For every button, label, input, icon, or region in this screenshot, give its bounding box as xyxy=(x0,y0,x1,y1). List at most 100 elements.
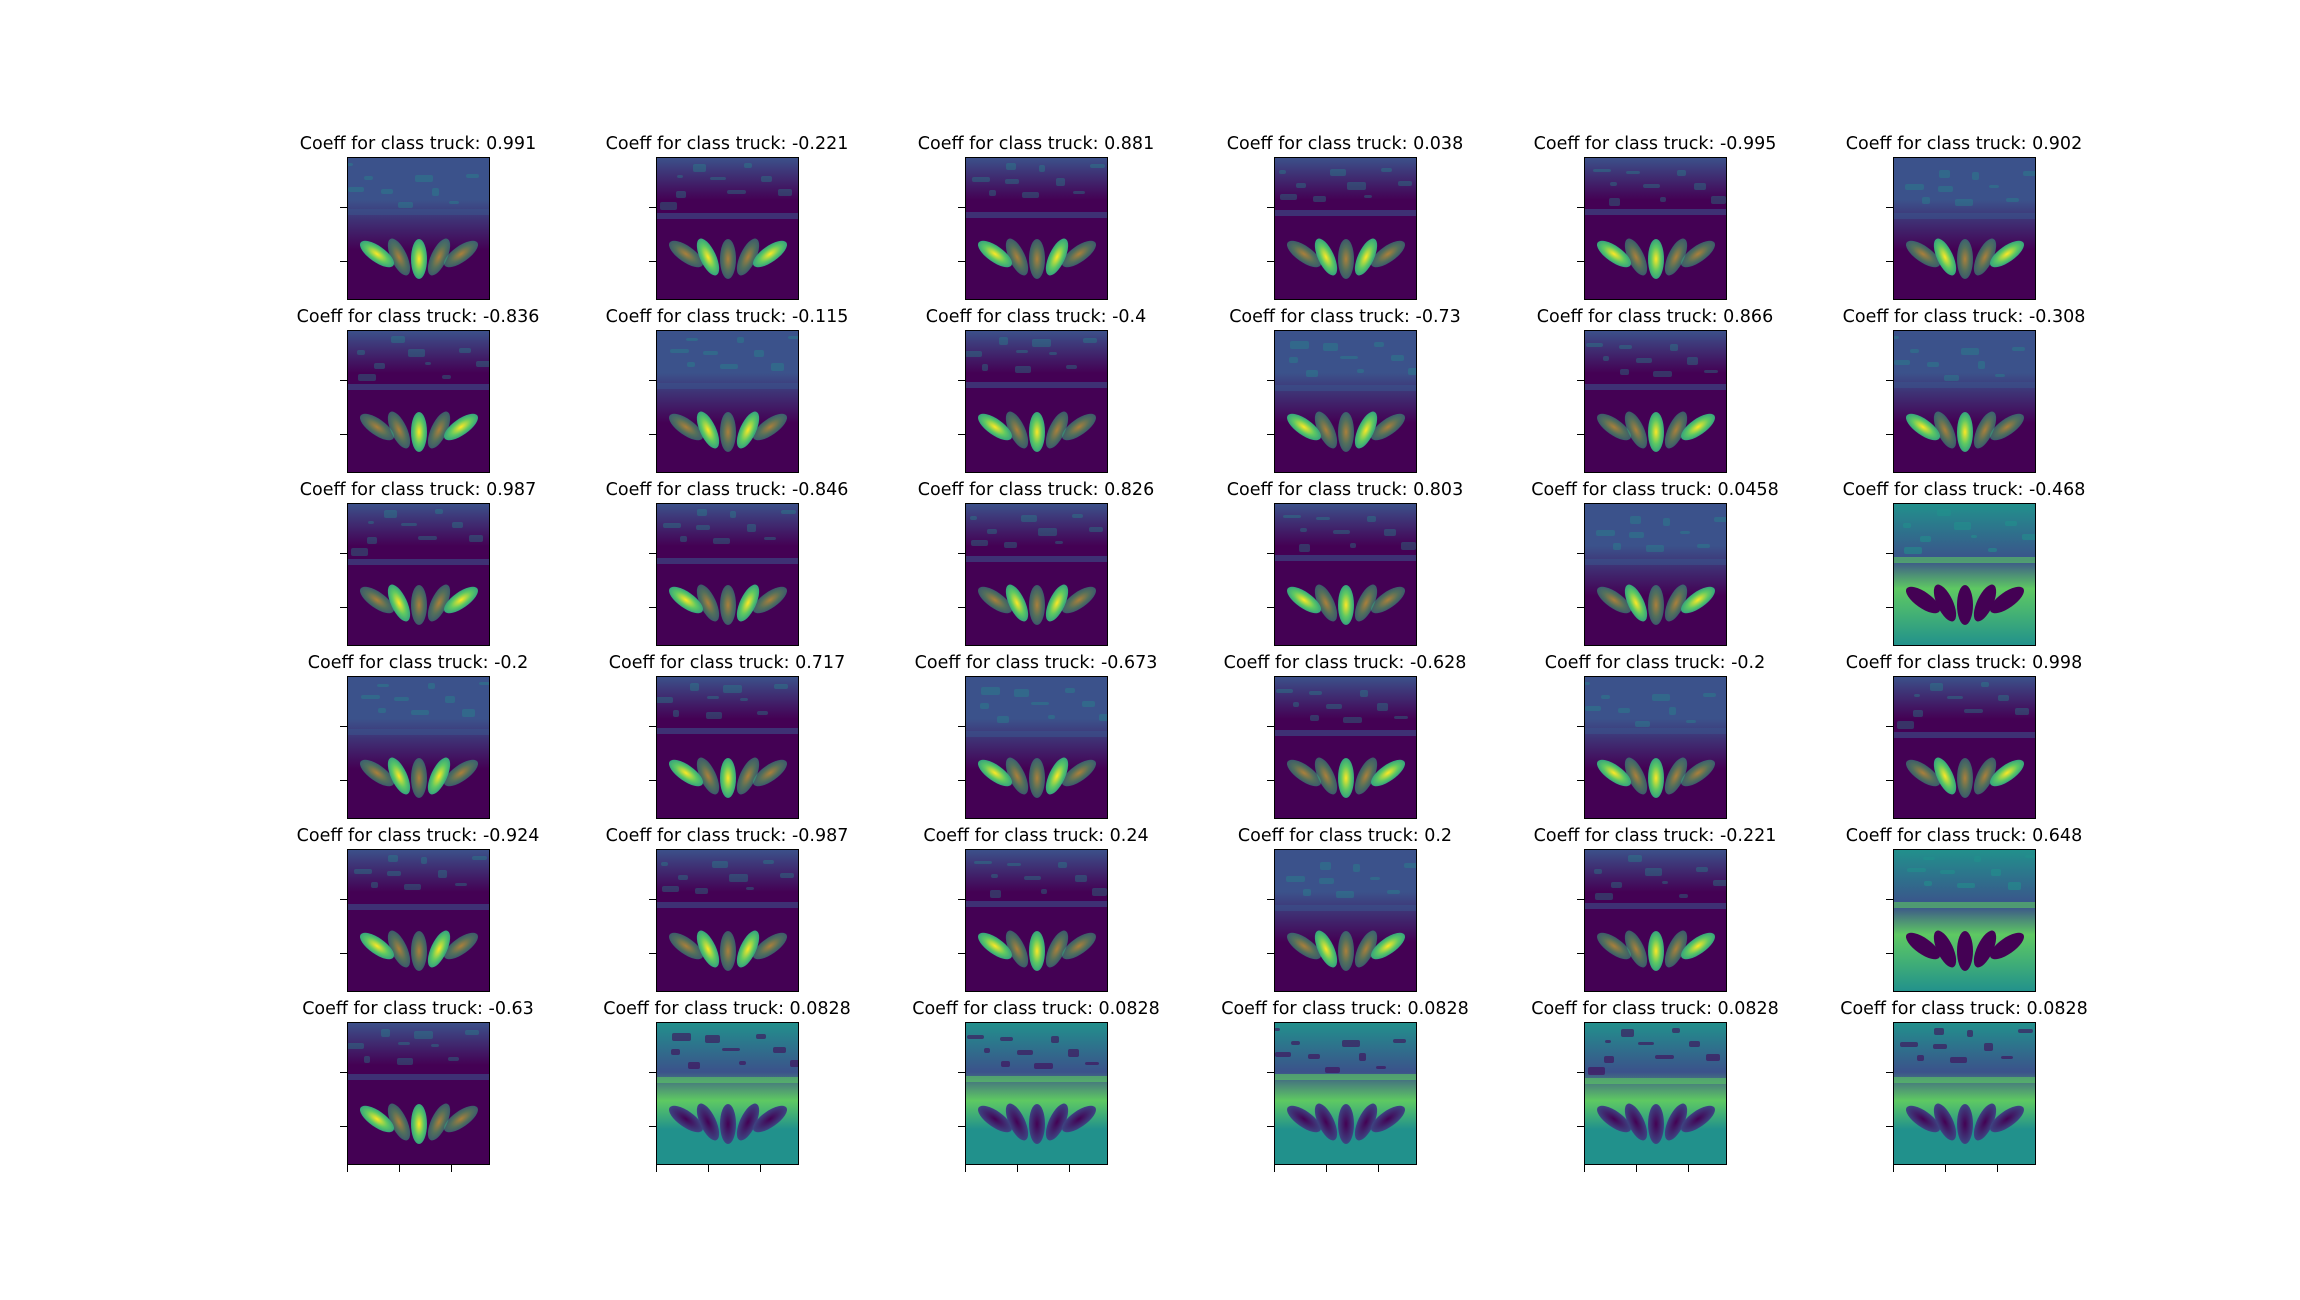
heatmap-frame xyxy=(1583,849,1727,992)
subplot-panel: Coeff for class truck: -0.468 xyxy=(1789,479,2139,654)
y-tick-mark xyxy=(648,434,656,435)
heatmap-frame xyxy=(346,503,490,646)
x-tick-mark xyxy=(1377,1165,1379,1172)
subplot-title: Coeff for class truck: -0.2 xyxy=(307,653,529,673)
y-tick-mark xyxy=(957,1126,965,1127)
y-tick-mark xyxy=(1885,1126,1893,1127)
heatmap-frame xyxy=(655,157,799,300)
y-tick-mark xyxy=(1885,953,1893,954)
y-tick-mark xyxy=(1576,899,1584,900)
heatmap-image xyxy=(1892,1022,2036,1165)
y-tick-mark xyxy=(957,261,965,262)
x-tick-mark xyxy=(1068,1165,1070,1172)
y-tick-mark xyxy=(648,1126,656,1127)
y-tick-mark xyxy=(1576,380,1584,381)
subplot-panel: Coeff for class truck: 0.038 xyxy=(1170,133,1520,308)
heatmap-frame xyxy=(964,503,1108,646)
subplot-panel: Coeff for class truck: 0.826 xyxy=(861,479,1211,654)
subplot-title: Coeff for class truck: -0.221 xyxy=(1533,826,1777,846)
x-tick-mark xyxy=(759,1165,761,1172)
subplot-panel: Coeff for class truck: 0.998 xyxy=(1789,652,2139,827)
heatmap-image xyxy=(346,330,490,473)
y-tick-mark xyxy=(648,607,656,608)
y-tick-mark xyxy=(957,207,965,208)
subplot-title: Coeff for class truck: 0.902 xyxy=(1845,134,2083,154)
subplot-panel: Coeff for class truck: 0.0458 xyxy=(1480,479,1830,654)
subplot-panel: Coeff for class truck: -0.673 xyxy=(861,652,1211,827)
heatmap-frame xyxy=(964,849,1108,992)
y-tick-mark xyxy=(1885,434,1893,435)
subplot-title: Coeff for class truck: -0.846 xyxy=(605,480,849,500)
heatmap-frame xyxy=(346,676,490,819)
subplot-title: Coeff for class truck: -0.221 xyxy=(605,134,849,154)
subplot-panel: Coeff for class truck: 0.0828 xyxy=(552,998,902,1173)
heatmap-image xyxy=(1583,849,1727,992)
subplot-title: Coeff for class truck: 0.24 xyxy=(923,826,1149,846)
y-tick-mark xyxy=(957,953,965,954)
x-tick-mark xyxy=(1325,1165,1327,1172)
y-tick-mark xyxy=(339,607,347,608)
heatmap-frame xyxy=(1273,676,1417,819)
subplot-title: Coeff for class truck: 0.0828 xyxy=(1221,999,1469,1019)
heatmap-image xyxy=(346,157,490,300)
heatmap-image xyxy=(346,503,490,646)
heatmap-frame xyxy=(964,157,1108,300)
x-tick-mark xyxy=(450,1165,452,1172)
y-tick-mark xyxy=(1266,607,1274,608)
y-tick-mark xyxy=(648,207,656,208)
subplot-title: Coeff for class truck: -0.2 xyxy=(1544,653,1766,673)
heatmap-frame xyxy=(346,849,490,992)
y-tick-mark xyxy=(1885,780,1893,781)
heatmap-image xyxy=(1273,157,1417,300)
subplot-title: Coeff for class truck: 0.998 xyxy=(1845,653,2083,673)
subplot-title: Coeff for class truck: -0.673 xyxy=(914,653,1158,673)
subplot-panel: Coeff for class truck: 0.803 xyxy=(1170,479,1520,654)
subplot-panel: Coeff for class truck: -0.2 xyxy=(243,652,593,827)
x-tick-mark xyxy=(398,1165,400,1172)
heatmap-frame xyxy=(1583,330,1727,473)
y-tick-mark xyxy=(1576,261,1584,262)
subplot-title: Coeff for class truck: -0.115 xyxy=(605,307,849,327)
y-tick-mark xyxy=(648,553,656,554)
subplot-panel: Coeff for class truck: -0.4 xyxy=(861,306,1211,481)
x-tick-mark xyxy=(1273,1165,1275,1172)
subplot-panel: Coeff for class truck: -0.221 xyxy=(552,133,902,308)
subplot-panel: Coeff for class truck: 0.866 xyxy=(1480,306,1830,481)
y-tick-mark xyxy=(1885,726,1893,727)
x-tick-mark xyxy=(1687,1165,1689,1172)
y-tick-mark xyxy=(957,434,965,435)
y-tick-mark xyxy=(957,780,965,781)
y-tick-mark xyxy=(339,207,347,208)
heatmap-image xyxy=(655,503,799,646)
y-tick-mark xyxy=(648,899,656,900)
y-tick-mark xyxy=(1266,726,1274,727)
heatmap-frame xyxy=(1892,330,2036,473)
heatmap-image xyxy=(1892,503,2036,646)
subplot-panel: Coeff for class truck: -0.846 xyxy=(552,479,902,654)
heatmap-image xyxy=(1273,676,1417,819)
heatmap-frame xyxy=(964,330,1108,473)
x-tick-mark xyxy=(346,1165,348,1172)
heatmap-image xyxy=(655,676,799,819)
x-tick-mark xyxy=(1892,1165,1894,1172)
heatmap-image xyxy=(1892,330,2036,473)
heatmap-image xyxy=(1583,157,1727,300)
subplot-title: Coeff for class truck: -0.628 xyxy=(1223,653,1467,673)
y-tick-mark xyxy=(339,434,347,435)
y-tick-mark xyxy=(957,553,965,554)
heatmap-image xyxy=(964,503,1108,646)
subplot-panel: Coeff for class truck: 0.648 xyxy=(1789,825,2139,1000)
subplot-panel: Coeff for class truck: -0.63 xyxy=(243,998,593,1173)
heatmap-frame xyxy=(1273,849,1417,992)
subplot-panel: Coeff for class truck: -0.2 xyxy=(1480,652,1830,827)
subplot-panel: Coeff for class truck: -0.628 xyxy=(1170,652,1520,827)
heatmap-image xyxy=(964,330,1108,473)
subplot-panel: Coeff for class truck: -0.836 xyxy=(243,306,593,481)
x-tick-mark xyxy=(1016,1165,1018,1172)
y-tick-mark xyxy=(1885,607,1893,608)
y-tick-mark xyxy=(1885,553,1893,554)
y-tick-mark xyxy=(1266,261,1274,262)
heatmap-frame xyxy=(1273,157,1417,300)
subplot-panel: Coeff for class truck: 0.0828 xyxy=(1480,998,1830,1173)
